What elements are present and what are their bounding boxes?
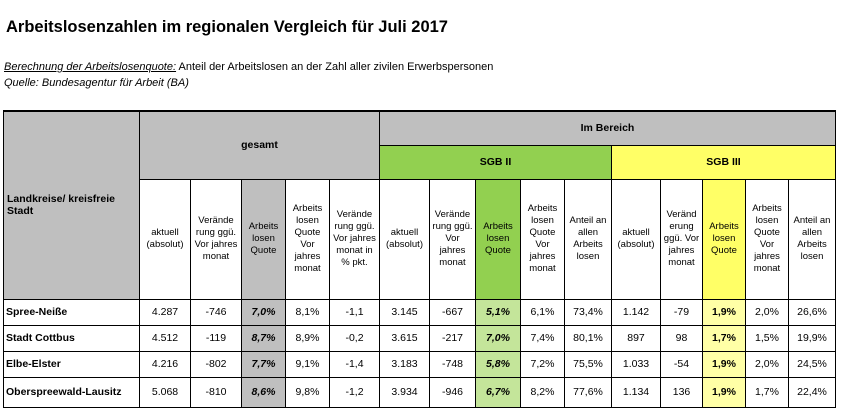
- col-sgb3-rate: Arbeits losen Quote: [702, 178, 746, 300]
- cell-sgb3-current: 897: [611, 324, 661, 352]
- calculation-note: Berechnung der Arbeitslosenquote: Anteil…: [4, 61, 493, 73]
- region-name: Elbe-Elster: [3, 350, 140, 378]
- cell-sgb2-share: 75,5%: [564, 350, 612, 378]
- cell-total-rate-prev: 9,8%: [285, 376, 330, 408]
- region-name: Spree-Neiße: [3, 298, 140, 326]
- col-sgb2-current: aktuell (absolut): [379, 178, 430, 300]
- table-row: Oberspreewald-Lausitz 5.068 -810 8,6% 9,8% -1…: [3, 376, 836, 408]
- cell-sgb3-share: 24,5%: [788, 350, 836, 378]
- cell-sgb3-rate: 1,9%: [702, 350, 746, 378]
- cell-sgb3-current: 1.033: [611, 350, 661, 378]
- col-total-rate-prev: Arbeits losen Quote Vor jahres monat: [285, 178, 330, 300]
- calculation-text: Anteil der Arbeitslosen an der Zahl alle…: [176, 61, 494, 73]
- cell-total-rate-prev: 8,9%: [285, 324, 330, 352]
- region-name: Stadt Cottbus: [3, 324, 140, 352]
- row-header: Landkreise/ kreisfreie Stadt: [7, 193, 115, 218]
- cell-sgb2-share: 80,1%: [564, 324, 612, 352]
- cell-sgb3-share: 26,6%: [788, 298, 836, 326]
- cell-total-rate-prev: 8,1%: [285, 298, 330, 326]
- cell-total-current: 4.287: [139, 298, 191, 326]
- cell-sgb3-share: 19,9%: [788, 324, 836, 352]
- cell-total-current: 5.068: [139, 376, 191, 408]
- cell-total-rate: 8,6%: [241, 376, 286, 408]
- cell-sgb2-share: 73,4%: [564, 298, 612, 326]
- cell-total-change-pct: -1,1: [329, 298, 380, 326]
- cell-total-current: 4.216: [139, 350, 191, 378]
- cell-total-current: 4.512: [139, 324, 191, 352]
- cell-total-change: -810: [190, 376, 242, 408]
- col-sgb3-current: aktuell (absolut): [611, 178, 661, 300]
- cell-sgb2-current: 3.934: [379, 376, 430, 408]
- source-note: Quelle: Bundesagentur für Arbeit (BA): [4, 77, 189, 89]
- cell-sgb3-rate: 1,9%: [702, 376, 746, 408]
- col-total-rate: Arbeits losen Quote: [241, 178, 286, 300]
- cell-sgb3-rate-prev: 2,0%: [745, 298, 789, 326]
- cell-sgb2-current: 3.145: [379, 298, 430, 326]
- page-title: Arbeitslosenzahlen im regionalen Verglei…: [6, 18, 448, 36]
- cell-sgb3-rate: 1,7%: [702, 324, 746, 352]
- cell-sgb2-rate: 5,8%: [475, 350, 521, 378]
- cell-sgb3-share: 22,4%: [788, 376, 836, 408]
- cell-total-rate: 7,0%: [241, 298, 286, 326]
- group-sgb3-header: SGB III: [611, 144, 836, 180]
- region-name: Oberspreewald-Lausitz: [3, 376, 140, 408]
- table-row: Elbe-Elster 4.216 -802 7,7% 9,1% -1,4 3.183 -74…: [3, 350, 836, 378]
- cell-sgb2-rate: 7,0%: [475, 324, 521, 352]
- cell-sgb3-current: 1.134: [611, 376, 661, 408]
- cell-sgb3-change: -79: [660, 298, 703, 326]
- cell-sgb3-change: -54: [660, 350, 703, 378]
- col-sgb2-rate-prev: Arbeits losen Quote Vor jahres monat: [520, 178, 565, 300]
- cell-sgb2-rate-prev: 6,1%: [520, 298, 565, 326]
- col-total-current: aktuell (absolut): [139, 178, 191, 300]
- cell-total-change: -746: [190, 298, 242, 326]
- table-row: Spree-Neiße 4.287 -746 7,0% 8,1% -1,1 3.145 -66…: [3, 298, 836, 326]
- col-sgb3-share: Anteil an allen Arbeits losen: [788, 178, 836, 300]
- cell-sgb2-current: 3.183: [379, 350, 430, 378]
- cell-total-change-pct: -1,2: [329, 376, 380, 408]
- cell-sgb2-change: -748: [429, 350, 476, 378]
- cell-sgb3-current: 1.142: [611, 298, 661, 326]
- group-area-header: Im Bereich: [379, 110, 836, 146]
- cell-sgb2-share: 77,6%: [564, 376, 612, 408]
- cell-sgb3-rate-prev: 1,5%: [745, 324, 789, 352]
- cell-total-change: -802: [190, 350, 242, 378]
- cell-sgb2-rate: 5,1%: [475, 298, 521, 326]
- cell-sgb2-change: -946: [429, 376, 476, 408]
- cell-sgb2-change: -217: [429, 324, 476, 352]
- cell-sgb2-rate-prev: 7,2%: [520, 350, 565, 378]
- cell-sgb2-rate-prev: 8,2%: [520, 376, 565, 408]
- cell-sgb2-rate: 6,7%: [475, 376, 521, 408]
- cell-sgb3-rate: 1,9%: [702, 298, 746, 326]
- row-header-cell: Landkreise/ kreisfreie Stadt: [3, 110, 140, 300]
- col-total-change: Verände rung ggü. Vor jahres monat: [190, 178, 242, 300]
- cell-total-change: -119: [190, 324, 242, 352]
- cell-sgb2-change: -667: [429, 298, 476, 326]
- cell-sgb3-rate-prev: 2,0%: [745, 350, 789, 378]
- col-sgb2-change: Verände rung ggü. Vor jahres monat: [429, 178, 476, 300]
- group-sgb2-header: SGB II: [379, 144, 612, 180]
- col-sgb3-change: Veränd erung ggü. Vor jahres monat: [660, 178, 703, 300]
- cell-total-rate-prev: 9,1%: [285, 350, 330, 378]
- unemployment-table: Landkreise/ kreisfreie Stadt gesamt Im B…: [3, 110, 836, 408]
- cell-total-change-pct: -1,4: [329, 350, 380, 378]
- cell-sgb2-rate-prev: 7,4%: [520, 324, 565, 352]
- cell-total-change-pct: -0,2: [329, 324, 380, 352]
- col-sgb2-share: Anteil an allen Arbeits losen: [564, 178, 612, 300]
- col-sgb2-rate: Arbeits losen Quote: [475, 178, 521, 300]
- cell-sgb2-current: 3.615: [379, 324, 430, 352]
- group-total-header: gesamt: [139, 110, 380, 180]
- cell-total-rate: 8,7%: [241, 324, 286, 352]
- table-row: Stadt Cottbus 4.512 -119 8,7% 8,9% -0,2 3.615-…: [3, 324, 836, 352]
- col-total-change-pct: Verände rung ggü. Vor jahres monat in % …: [329, 178, 380, 300]
- calculation-label: Berechnung der Arbeitslosenquote:: [4, 61, 177, 73]
- cell-total-rate: 7,7%: [241, 350, 286, 378]
- col-sgb3-rate-prev: Arbeits losen Quote Vor jahres monat: [745, 178, 789, 300]
- cell-sgb3-change: 98: [660, 324, 703, 352]
- cell-sgb3-rate-prev: 1,7%: [745, 376, 789, 408]
- cell-sgb3-change: 136: [660, 376, 703, 408]
